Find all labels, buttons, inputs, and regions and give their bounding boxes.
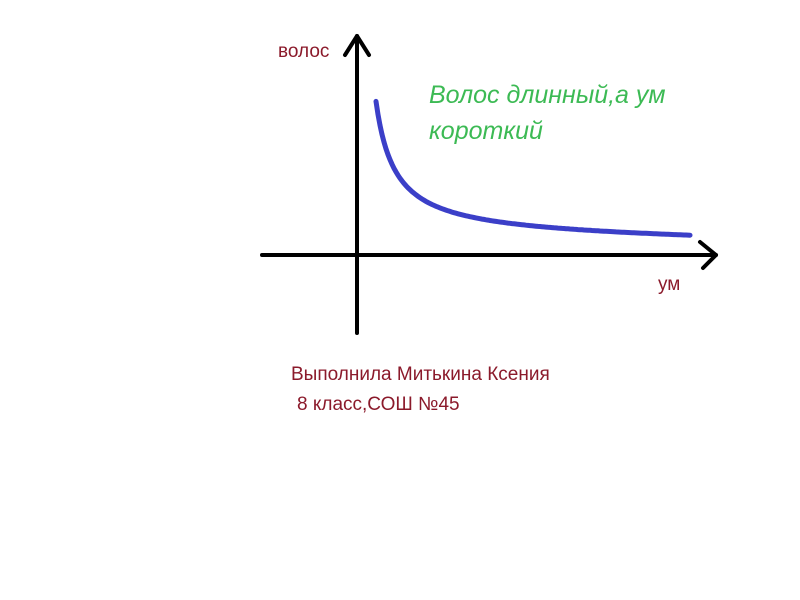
x-axis-arrowhead xyxy=(698,240,718,270)
author-caption: Выполнила Митькина Ксения xyxy=(291,364,550,385)
hyperbola-curve xyxy=(373,98,693,238)
y-axis-arrowhead xyxy=(343,34,371,57)
annotation-line-2: короткий xyxy=(429,117,543,145)
school-caption: 8 класс,СОШ №45 xyxy=(297,394,460,415)
chart-annotation: Волос длинный,а ум короткий xyxy=(429,77,666,149)
y-axis-label: волос xyxy=(278,41,330,62)
x-axis-label: ум xyxy=(658,274,681,295)
annotation-line-1: Волос длинный,а ум xyxy=(429,81,666,109)
